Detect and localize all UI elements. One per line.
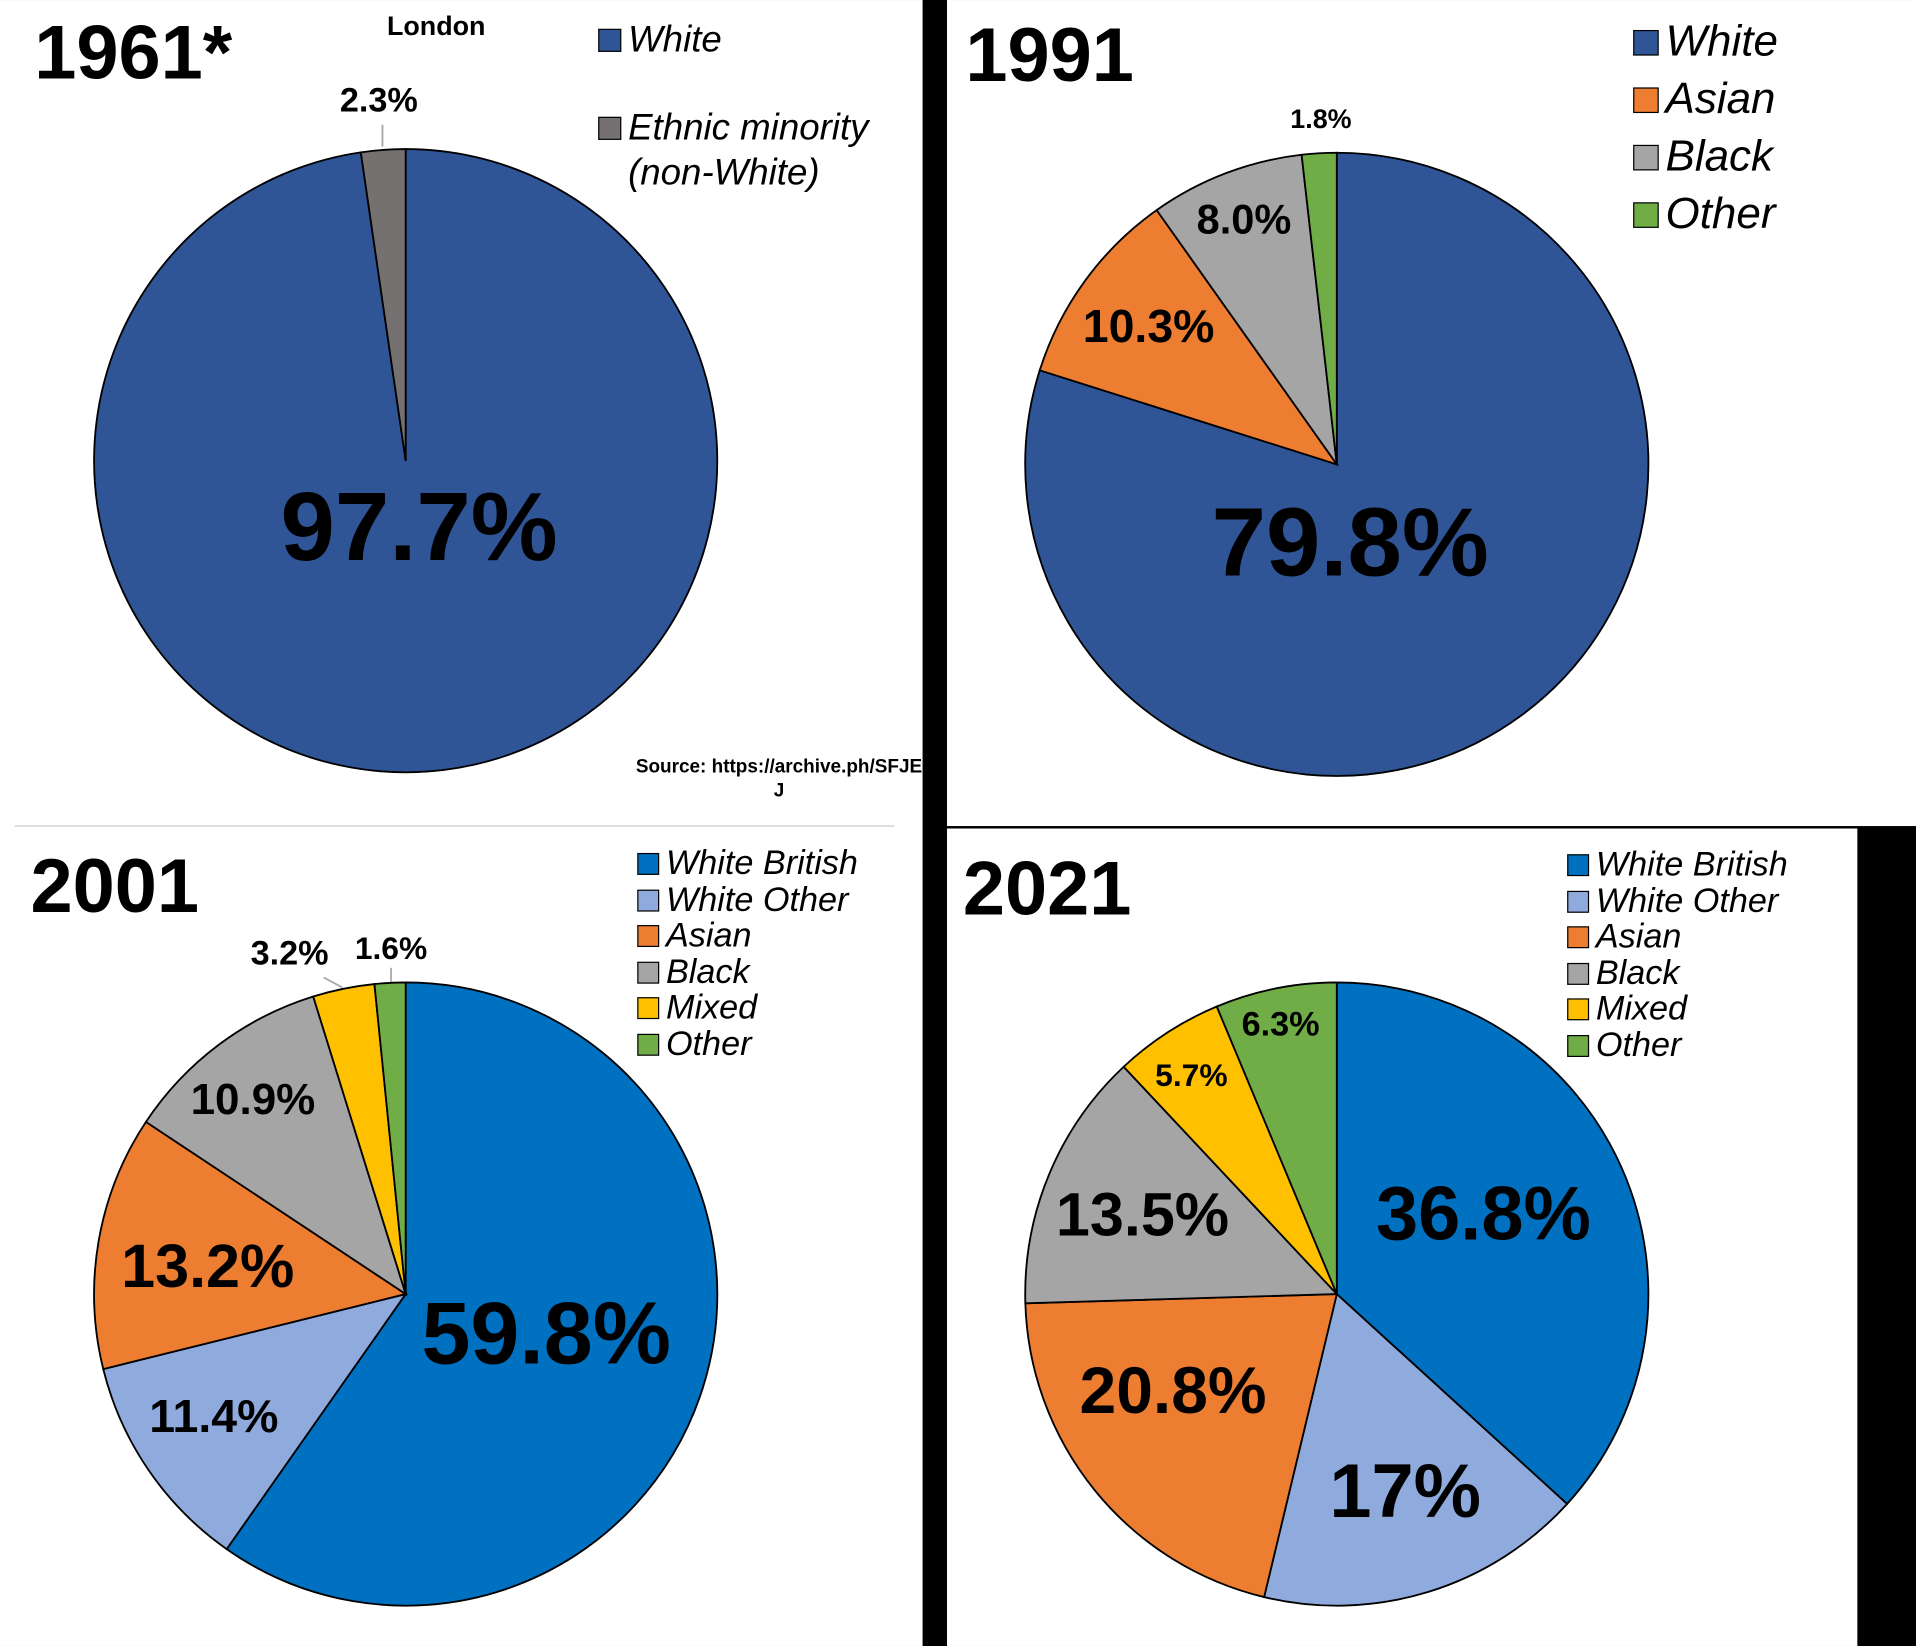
- pie-slice: [373, 981, 407, 1295]
- legend-swatch: [598, 28, 622, 52]
- legend-swatch: [1567, 998, 1590, 1021]
- pie-slice: [1335, 981, 1650, 1506]
- pie-slice: [359, 148, 407, 461]
- legend-swatch: [1567, 854, 1590, 877]
- data-label: 36.8%: [1376, 1172, 1591, 1257]
- pie-slice: [144, 995, 408, 1297]
- legend-swatch: [1633, 144, 1659, 171]
- legend-swatch: [1567, 890, 1590, 913]
- legend-swatch: [1567, 962, 1590, 985]
- leader-line: [323, 976, 343, 989]
- legend-label: Mixed: [1596, 990, 1688, 1028]
- pie-slice: [1300, 151, 1338, 465]
- data-label: 2.3%: [340, 82, 418, 120]
- pie-slice: [1038, 208, 1340, 467]
- legend-label: White: [1666, 17, 1778, 66]
- legend-box: White: [628, 18, 722, 60]
- subtitle: London: [387, 11, 486, 41]
- legend-label: Asian: [664, 916, 752, 954]
- data-label: 10.3%: [1083, 300, 1215, 352]
- legend-swatch: [637, 1033, 660, 1056]
- legend-label: Other: [666, 1025, 753, 1063]
- legend-label: Ethnic minority (non-White): [628, 106, 869, 194]
- pie-slice: [225, 981, 719, 1607]
- legend-label: Black: [666, 953, 752, 991]
- data-label: 17%: [1329, 1449, 1481, 1534]
- legend-label: Black: [1596, 954, 1682, 992]
- data-label: 1.6%: [355, 930, 427, 966]
- legend-swatch: [637, 997, 660, 1020]
- data-label: 59.8%: [421, 1284, 670, 1383]
- data-label: 11.4%: [149, 1390, 278, 1442]
- legend-label: White British: [1596, 845, 1788, 883]
- chart-title: 1961*: [34, 11, 233, 96]
- legend-label: Asian: [1594, 918, 1682, 956]
- data-label: 3.2%: [251, 935, 329, 973]
- legend-label: White Other: [666, 881, 850, 919]
- data-label: 13.5%: [1056, 1181, 1229, 1249]
- chart-title: 1991: [965, 13, 1134, 98]
- data-label: 13.2%: [121, 1232, 294, 1300]
- legend-swatch: [1633, 87, 1659, 114]
- legend-swatch: [637, 889, 660, 912]
- legend-label: White: [628, 18, 722, 60]
- data-label: 79.8%: [1212, 488, 1489, 597]
- pie-slice: [1024, 1293, 1338, 1599]
- legend-label: Black: [1666, 132, 1776, 181]
- legend-swatch: [1567, 1035, 1590, 1058]
- source: Source: https://archive.ph/SFJEJ: [635, 756, 923, 802]
- legend-swatch: [637, 961, 660, 984]
- data-label: 6.3%: [1242, 1005, 1320, 1043]
- pie-slice: [93, 1120, 408, 1371]
- data-label: 20.8%: [1080, 1353, 1267, 1427]
- legend-label: Asian: [1663, 74, 1776, 123]
- data-label: 10.9%: [191, 1075, 316, 1124]
- legend-swatch: [1633, 202, 1659, 228]
- pie-slice: [1215, 981, 1338, 1295]
- data-label: 8.0%: [1197, 195, 1292, 242]
- legend-label: White British: [666, 844, 858, 882]
- legend-label: Mixed: [666, 988, 758, 1026]
- legend-swatch: [1633, 29, 1659, 56]
- legend-swatch: [637, 925, 660, 948]
- legend-label: White Other: [1596, 882, 1780, 920]
- chart-title: 2021: [963, 846, 1132, 931]
- chart-title: 2001: [31, 844, 200, 929]
- data-label: 1.8%: [1290, 104, 1351, 134]
- pie-slice: [1155, 153, 1338, 465]
- pie-slice: [1024, 1065, 1339, 1305]
- legend-swatch: [598, 116, 622, 140]
- data-label: 5.7%: [1155, 1057, 1227, 1093]
- pie-slice: [1263, 1292, 1569, 1607]
- legend-label: Other: [1666, 189, 1778, 238]
- legend-swatch: [637, 852, 660, 875]
- legend-swatch: [1567, 926, 1590, 949]
- data-label: 97.7%: [281, 472, 558, 581]
- legend-label: Other: [1596, 1026, 1683, 1064]
- source-box: Source: https://archive.ph/SFJEJ: [635, 756, 923, 802]
- pie-slice: [102, 1292, 408, 1551]
- legend-box: Ethnic minority (non-White): [628, 106, 869, 194]
